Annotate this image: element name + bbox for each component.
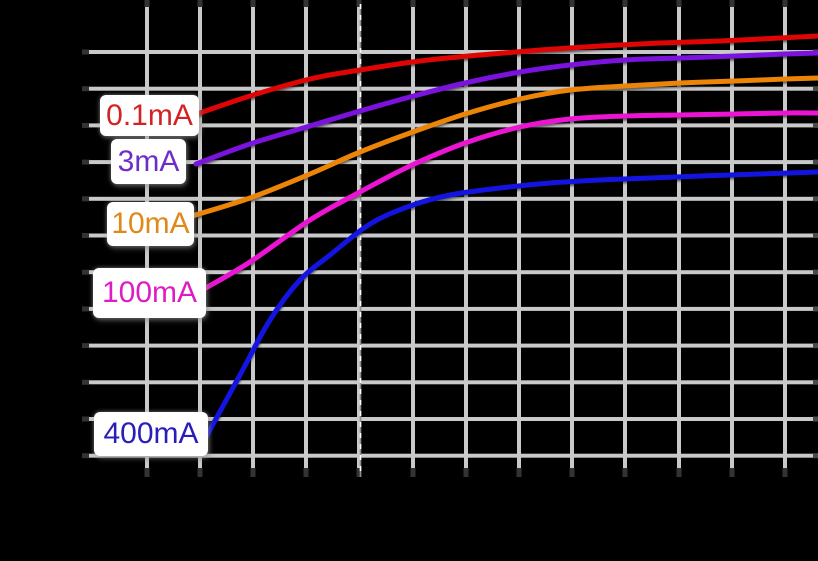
grid-row: [87, 380, 818, 385]
top-edge-tick: [516, 0, 522, 7]
grid-row: [87, 453, 818, 458]
right-edge-tick: [813, 196, 818, 202]
bottom-edge-tick: [144, 468, 150, 477]
series-label-0.1mA: 0.1mA: [100, 95, 199, 136]
left-edge-tick: [82, 196, 89, 202]
series-label-10mA: 10mA: [107, 202, 194, 246]
left-edge-tick: [82, 269, 89, 275]
left-edge-tick: [82, 379, 89, 385]
grid-row: [87, 417, 818, 421]
top-edge-tick: [410, 0, 416, 7]
top-edge-tick: [250, 0, 256, 7]
grid-row: [87, 50, 818, 54]
series-curve-400mA: [203, 169, 818, 440]
grid-column: [411, 6, 415, 470]
bottom-edge-tick: [463, 468, 469, 477]
top-edge-tick: [676, 0, 682, 7]
right-edge-tick: [813, 343, 818, 349]
grid-row: [87, 123, 818, 128]
grid-row: [87, 270, 818, 275]
left-edge-tick: [82, 306, 89, 312]
top-edge-tick: [197, 0, 203, 7]
top-edge-tick: [356, 0, 362, 7]
left-edge-tick: [82, 453, 89, 459]
left-edge-tick: [82, 233, 89, 238]
grid-row: [87, 233, 818, 238]
grid-row: [87, 306, 818, 311]
left-edge-tick: [82, 416, 89, 422]
grid-column: [357, 6, 361, 470]
left-edge-tick: [82, 343, 89, 349]
left-edge-tick: [82, 159, 89, 165]
bottom-edge-tick: [250, 468, 256, 477]
bottom-edge-tick: [782, 468, 788, 477]
right-edge-tick: [813, 416, 818, 422]
grid-column: [517, 6, 521, 470]
bottom-edge-tick: [356, 468, 362, 477]
grid-column: [251, 6, 255, 470]
bottom-edge-tick: [410, 468, 416, 477]
grid-row: [87, 343, 818, 348]
right-edge-tick: [813, 86, 818, 92]
bottom-edge-tick: [197, 468, 203, 477]
left-edge-tick: [82, 49, 89, 55]
bottom-edge-tick: [676, 468, 682, 477]
grid-column: [464, 6, 468, 470]
series-label-400mA: 400mA: [94, 412, 208, 456]
series-curve-0.1mA: [194, 33, 818, 117]
bottom-edge-tick: [622, 468, 628, 477]
series-curve-10mA: [189, 75, 818, 219]
right-edge-tick: [813, 306, 818, 312]
grid-column: [570, 6, 574, 470]
right-edge-tick: [813, 159, 818, 165]
top-edge-tick: [144, 0, 150, 7]
grid-row: [87, 196, 818, 201]
grid-row: [87, 160, 818, 165]
left-edge-tick: [82, 86, 89, 92]
right-edge-tick: [813, 122, 818, 128]
series-label-100mA: 100mA: [93, 268, 206, 318]
grid-column: [677, 6, 681, 470]
bottom-edge-tick: [729, 468, 735, 477]
top-edge-tick: [463, 0, 469, 7]
bottom-edge-tick: [569, 468, 575, 477]
series-label-3mA: 3mA: [111, 139, 186, 184]
right-edge-tick: [813, 269, 818, 275]
grid-column: [730, 6, 734, 470]
top-edge-tick: [782, 0, 788, 7]
right-edge-tick: [813, 233, 818, 238]
series-curve-3mA: [193, 50, 818, 167]
grid-column: [304, 6, 308, 470]
bottom-edge-tick: [303, 468, 309, 477]
top-edge-tick: [622, 0, 628, 7]
left-edge-tick: [82, 122, 89, 128]
right-edge-tick: [813, 379, 818, 385]
right-edge-tick: [813, 453, 818, 459]
grid-column: [623, 6, 627, 470]
bottom-edge-tick: [516, 468, 522, 477]
grid-row: [87, 86, 818, 91]
top-edge-tick: [729, 0, 735, 7]
top-edge-tick: [569, 0, 575, 7]
top-edge-tick: [303, 0, 309, 7]
series-curve-100mA: [201, 110, 818, 292]
grid-column: [198, 6, 202, 470]
grid-column: [783, 6, 787, 470]
